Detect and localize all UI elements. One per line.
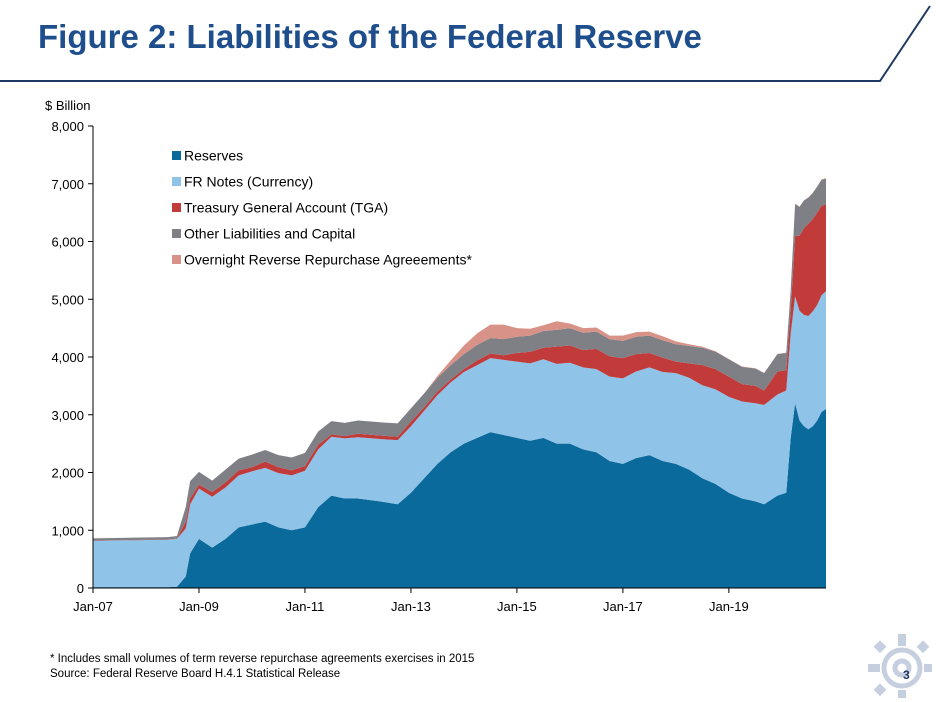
x-tick-label: Jan-19 xyxy=(709,599,749,614)
y-tick-label: 5,000 xyxy=(51,292,84,307)
slide-title: Figure 2: Liabilities of the Federal Res… xyxy=(38,18,702,55)
y-tick-label: 0 xyxy=(77,581,84,596)
legend-label: Reserves xyxy=(184,148,243,164)
x-tick-label: Jan-11 xyxy=(286,599,325,614)
y-tick-label: 8,000 xyxy=(51,119,84,134)
chart-legend: Reserves FR Notes (Currency) Treasury Gene… xyxy=(172,148,472,268)
x-tick-label: Jan-17 xyxy=(603,599,643,614)
y-axis-unit-label: $ Billion xyxy=(45,98,91,113)
x-tick-label: Jan-15 xyxy=(497,599,537,614)
legend-label: Overnight Reverse Repurchase Agreeements… xyxy=(184,252,472,268)
area-series-2 xyxy=(93,204,826,541)
area-series-1 xyxy=(93,291,826,588)
y-tick-label: 7,000 xyxy=(51,177,84,192)
header-rule xyxy=(0,5,931,82)
legend-swatch xyxy=(172,229,181,238)
x-tick-label: Jan-07 xyxy=(73,599,113,614)
y-tick-label: 6,000 xyxy=(51,235,84,250)
x-tick-label: Jan-09 xyxy=(179,599,219,614)
x-tick-label: Jan-13 xyxy=(391,599,431,614)
legend-label: Treasury General Account (TGA) xyxy=(184,200,388,216)
legend-label: Other Liabilities and Capital xyxy=(184,226,355,242)
area-series-3 xyxy=(93,178,826,541)
legend-swatch xyxy=(172,177,181,186)
legend-label: FR Notes (Currency) xyxy=(184,174,313,190)
chart-axes: 0 1,000 2,000 3,000 4,000 5,000 6,000 7,000 8,00… xyxy=(51,119,826,614)
legend-swatch xyxy=(172,255,181,264)
y-tick-label: 2,000 xyxy=(51,466,84,481)
stacked-areas xyxy=(93,178,826,588)
liabilities-area-chart: $ Billion 0 1,000 2,000 3,000 4,000 5,000 6,00… xyxy=(45,98,826,614)
chart-footnote: * Includes small volumes of term reverse… xyxy=(50,653,475,665)
page-number: 3 xyxy=(903,668,910,682)
area-series-0 xyxy=(93,403,826,588)
federal-reserve-logo-icon xyxy=(868,634,932,698)
y-tick-label: 3,000 xyxy=(51,408,84,423)
chart-source: Source: Federal Reserve Board H.4.1 Stat… xyxy=(50,668,341,680)
legend-swatch xyxy=(172,203,181,212)
y-tick-label: 4,000 xyxy=(51,350,84,365)
y-tick-label: 1,000 xyxy=(51,523,84,538)
legend-swatch xyxy=(172,151,181,160)
